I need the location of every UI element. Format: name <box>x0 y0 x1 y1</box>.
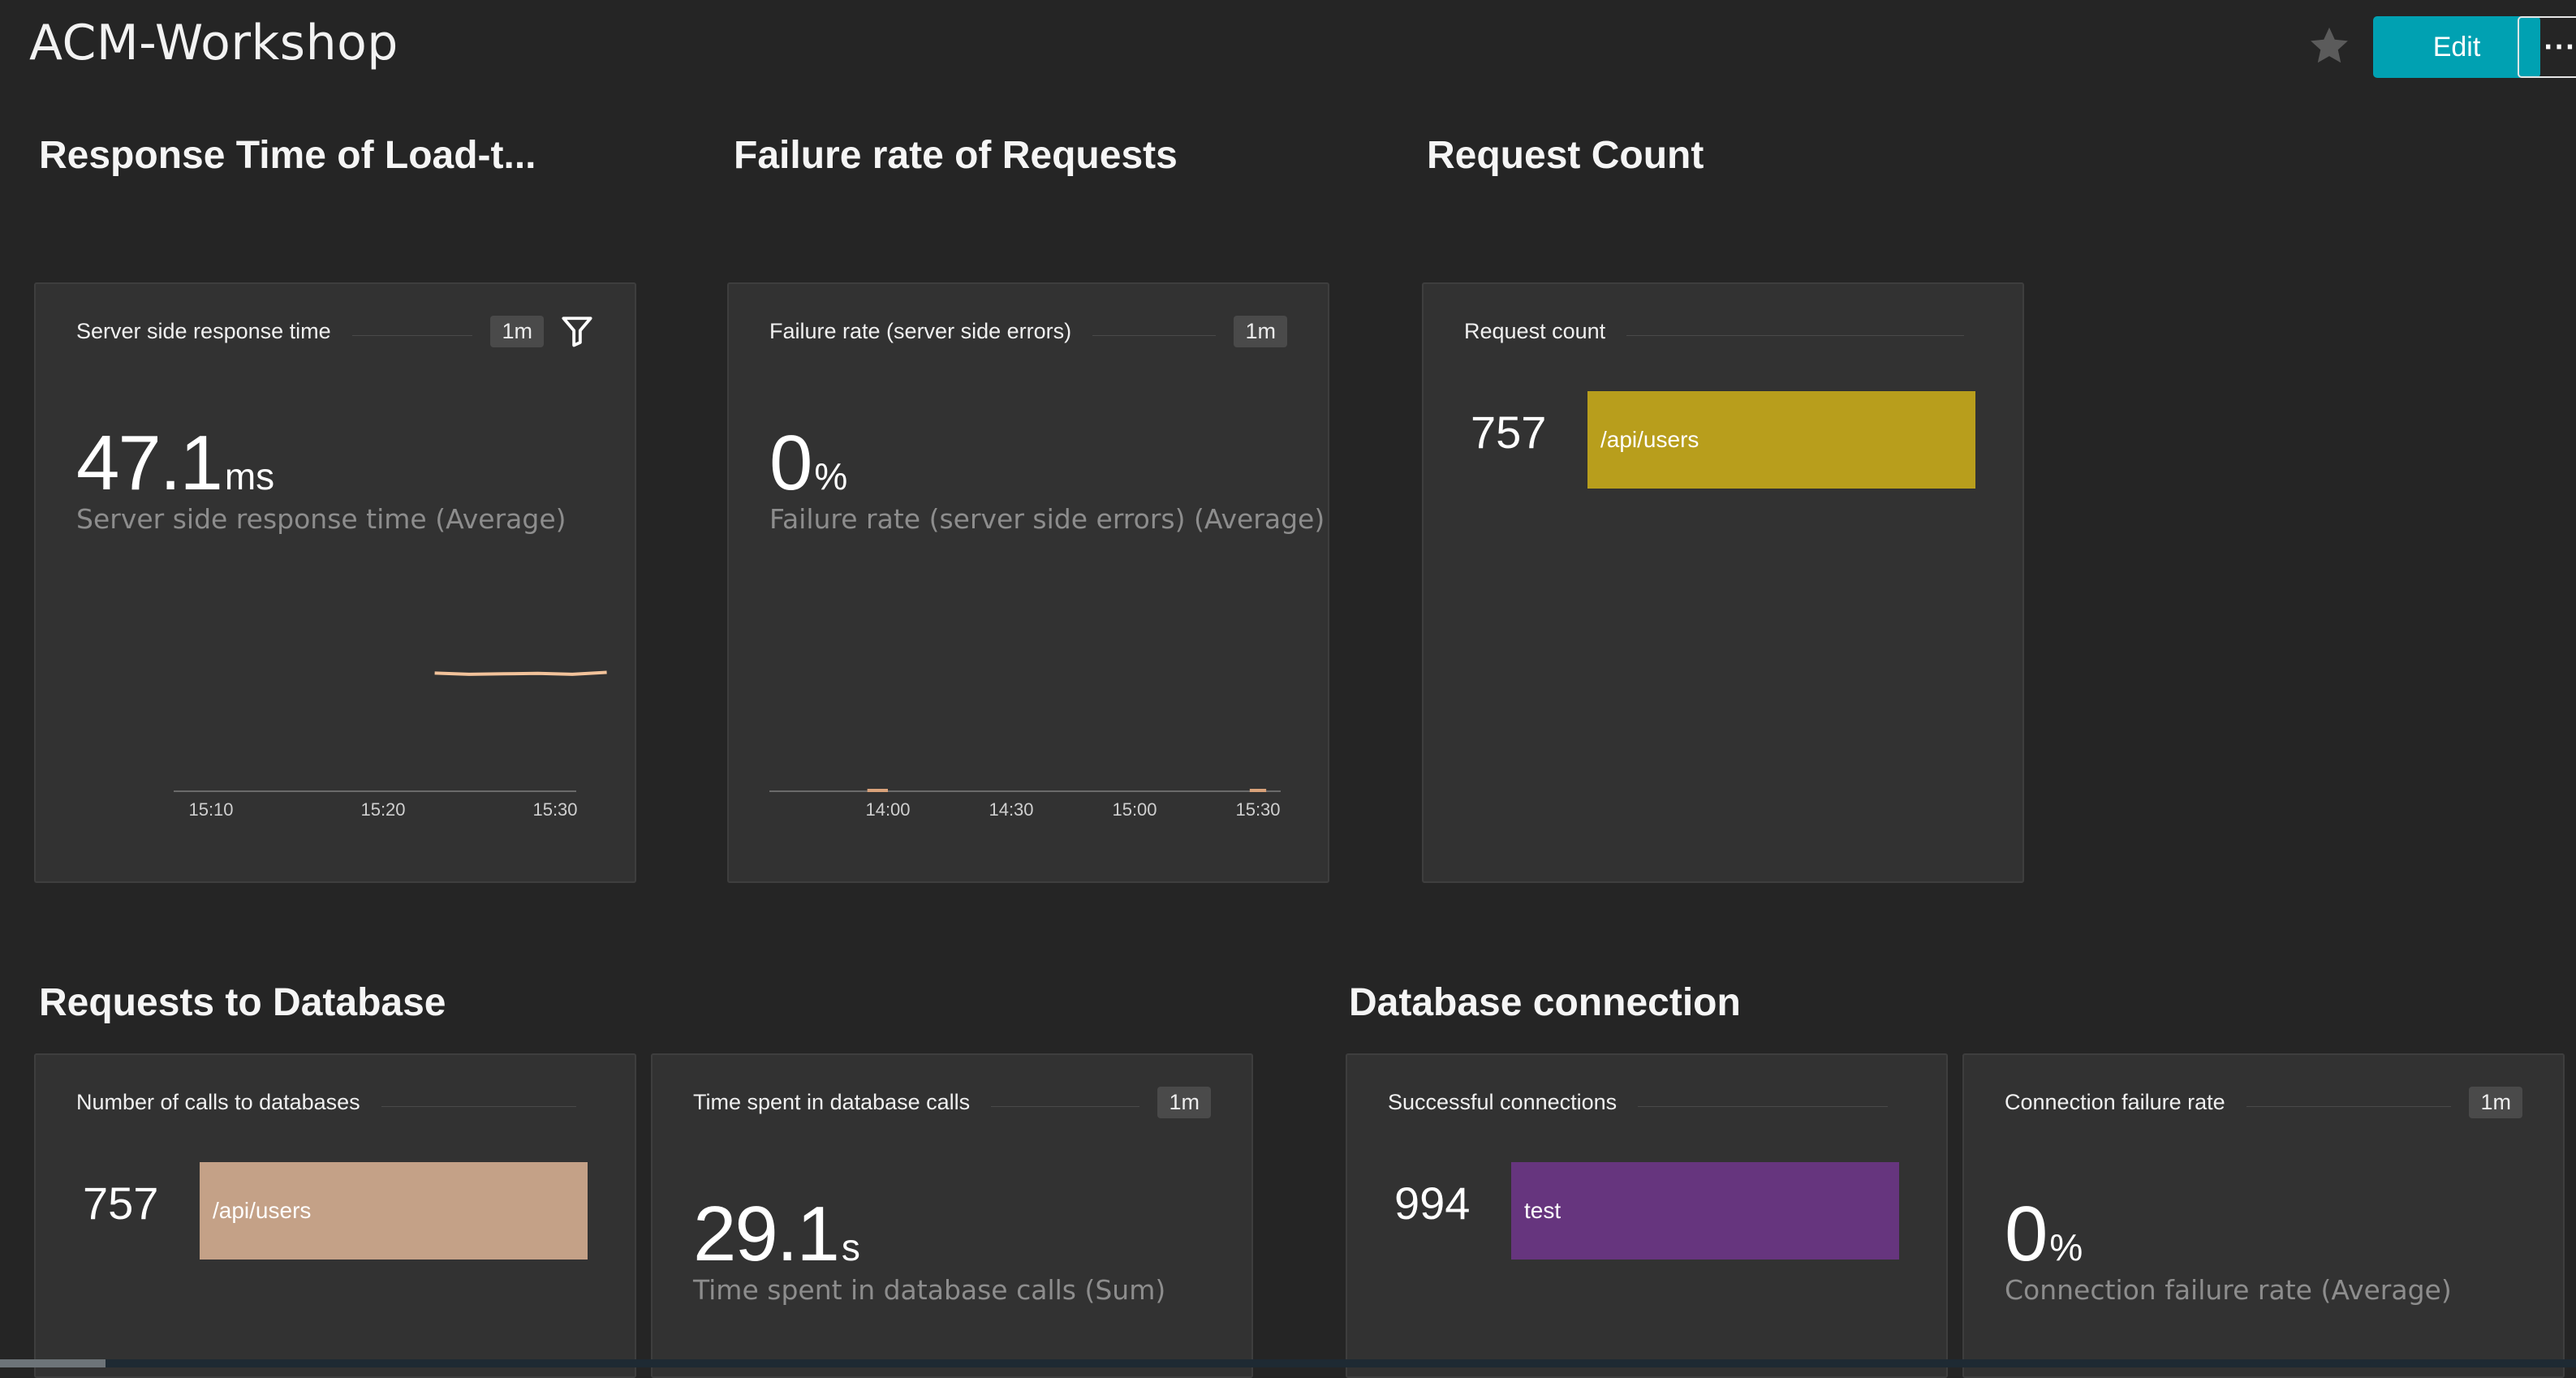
interval-badge[interactable]: 1m <box>2469 1086 2522 1118</box>
tile-title: Connection failure rate <box>2005 1089 2225 1114</box>
metric-caption: Failure rate (server side errors) (Avera… <box>769 503 1325 535</box>
x-tick-label: 15:00 <box>1112 799 1157 820</box>
metric-value: 29.1s <box>693 1190 860 1279</box>
scrollbar-thumb[interactable] <box>0 1359 106 1367</box>
tile-title: Failure rate (server side errors) <box>769 318 1072 343</box>
tile-db-time[interactable]: Time spent in database calls 1m 29.1s Ti… <box>651 1053 1253 1378</box>
metric-number: 29.1 <box>693 1191 840 1277</box>
tile-header: Number of calls to databases <box>76 1086 594 1118</box>
tile-title: Server side response time <box>76 318 331 343</box>
tile-db-success[interactable]: Successful connections 994 test <box>1346 1053 1948 1378</box>
metric-unit: s <box>841 1226 860 1268</box>
section-title-response-time: Response Time of Load-t... <box>39 134 536 177</box>
tile-header: Server side response time 1m <box>76 315 594 347</box>
db-calls-bar[interactable]: /api/users <box>200 1162 588 1260</box>
tile-header: Request count <box>1464 315 1982 347</box>
x-tick-label: 15:30 <box>532 799 577 820</box>
section-title-db-requests: Requests to Database <box>39 981 446 1024</box>
tile-response-time[interactable]: Server side response time 1m 47.1ms Serv… <box>34 282 636 883</box>
request-count-bar[interactable]: /api/users <box>1587 391 1975 489</box>
connections-value: 994 <box>1394 1178 1471 1229</box>
x-tick-label: 15:10 <box>188 799 233 820</box>
interval-badge[interactable]: 1m <box>1234 315 1287 347</box>
metric-unit: % <box>814 455 848 497</box>
tile-title: Time spent in database calls <box>693 1089 971 1114</box>
divider <box>381 1105 576 1107</box>
metric-number: 0 <box>769 420 812 506</box>
interval-badge[interactable]: 1m <box>490 315 544 347</box>
tile-title: Number of calls to databases <box>76 1089 360 1114</box>
tile-header: Successful connections <box>1388 1086 1906 1118</box>
interval-badge[interactable]: 1m <box>1157 1086 1211 1118</box>
metric-unit: ms <box>224 455 275 497</box>
series-line[interactable] <box>434 670 607 676</box>
divider <box>991 1105 1140 1107</box>
metric-value: 0% <box>769 419 847 508</box>
divider <box>1092 334 1217 336</box>
tile-failure-rate[interactable]: Failure rate (server side errors) 1m 0% … <box>727 282 1329 883</box>
x-tick-label: 15:30 <box>1235 799 1280 820</box>
request-count-value: 757 <box>1471 407 1547 458</box>
metric-number: 0 <box>2005 1191 2048 1277</box>
x-tick-label: 15:20 <box>360 799 405 820</box>
divider <box>1638 1105 1888 1107</box>
response-time-chart: 15:10 15:20 15:30 <box>174 670 607 820</box>
star-icon[interactable] <box>2307 23 2352 68</box>
tile-title: Request count <box>1464 318 1606 343</box>
more-options-button[interactable]: ··· <box>2518 16 2576 78</box>
dashboard-title: ACM-Workshop <box>29 15 398 71</box>
connections-bar[interactable]: test <box>1511 1162 1899 1260</box>
metric-number: 47.1 <box>76 420 223 506</box>
metric-unit: % <box>2049 1226 2083 1268</box>
tile-header: Failure rate (server side errors) 1m <box>769 315 1287 347</box>
metric-value: 47.1ms <box>76 419 274 508</box>
metric-caption: Time spent in database calls (Sum) <box>693 1274 1166 1306</box>
section-title-request-count: Request Count <box>1427 134 1704 177</box>
metric-caption: Server side response time (Average) <box>76 503 566 535</box>
divider <box>1626 334 1964 336</box>
metric-caption: Connection failure rate (Average) <box>2005 1274 2452 1306</box>
tile-request-count[interactable]: Request count 757 /api/users <box>1422 282 2024 883</box>
section-title-failure-rate: Failure rate of Requests <box>734 134 1178 177</box>
horizontal-scrollbar[interactable] <box>0 1359 2576 1367</box>
tile-db-calls[interactable]: Number of calls to databases 757 /api/us… <box>34 1053 636 1378</box>
tile-header: Time spent in database calls 1m <box>693 1086 1211 1118</box>
db-calls-value: 757 <box>83 1178 159 1229</box>
failure-rate-chart: 14:00 14:30 15:00 15:30 <box>769 789 1281 820</box>
x-tick-label: 14:30 <box>989 799 1033 820</box>
x-tick-label: 14:00 <box>865 799 910 820</box>
tile-header: Connection failure rate 1m <box>2005 1086 2522 1118</box>
divider <box>2246 1105 2452 1107</box>
divider <box>351 334 473 336</box>
tile-title: Successful connections <box>1388 1089 1618 1114</box>
section-title-db-connection: Database connection <box>1349 981 1741 1024</box>
tile-db-failure[interactable]: Connection failure rate 1m 0% Connection… <box>1962 1053 2565 1378</box>
filter-icon[interactable] <box>560 314 594 348</box>
metric-value: 0% <box>2005 1190 2083 1279</box>
edit-button[interactable]: Edit <box>2373 16 2540 78</box>
